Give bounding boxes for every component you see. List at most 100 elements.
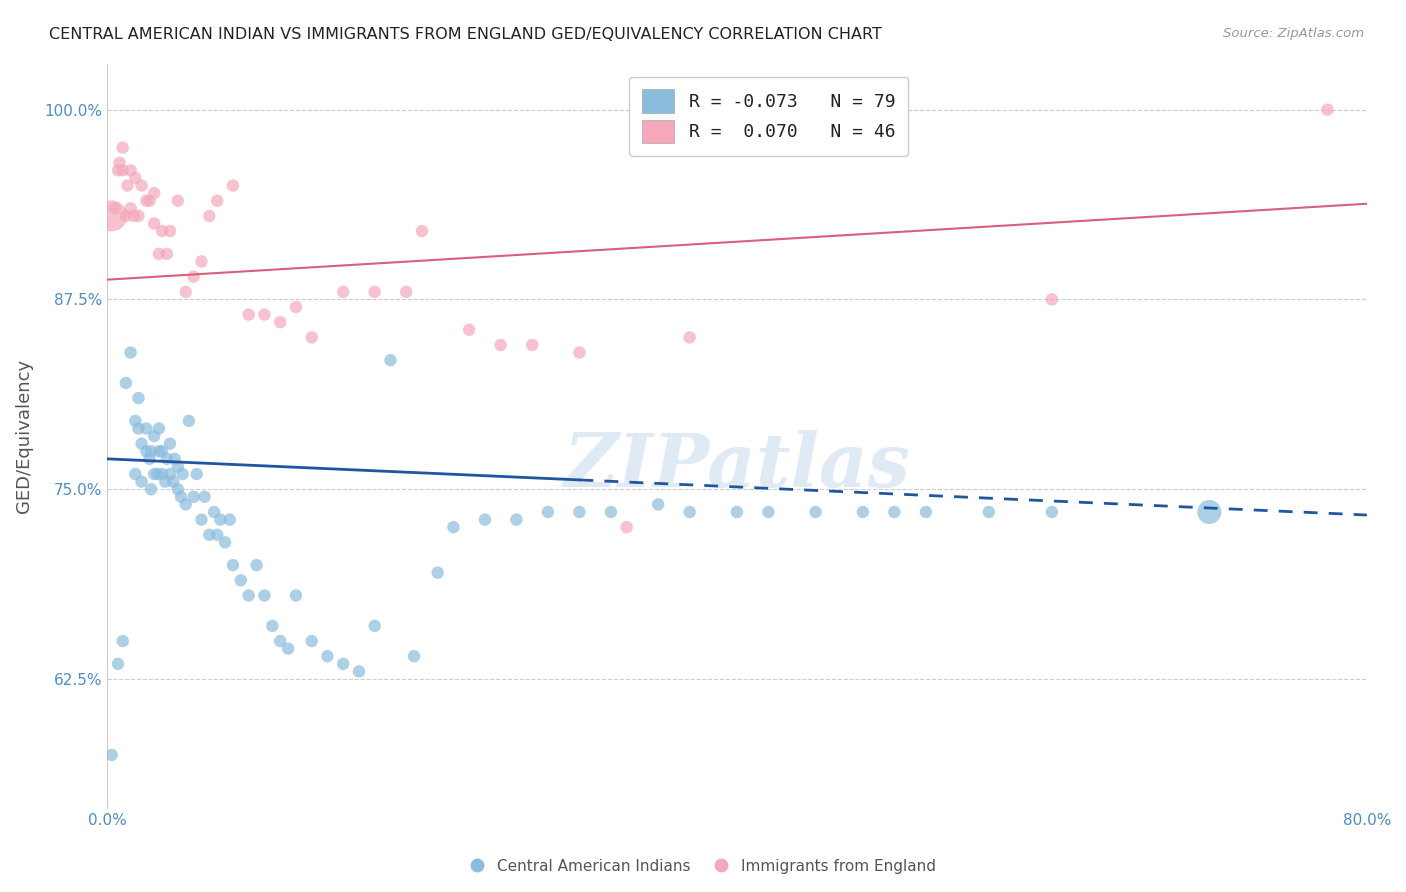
Point bbox=[104, 202, 127, 216]
Point bbox=[120, 202, 142, 216]
Point bbox=[120, 345, 142, 359]
Point bbox=[198, 209, 221, 223]
Y-axis label: GED/Equivalency: GED/Equivalency bbox=[15, 359, 32, 513]
Point bbox=[131, 436, 153, 450]
Text: Source: ZipAtlas.com: Source: ZipAtlas.com bbox=[1223, 27, 1364, 40]
Point bbox=[205, 194, 228, 208]
Point bbox=[166, 194, 188, 208]
Point bbox=[111, 163, 134, 178]
Point bbox=[117, 178, 139, 193]
Text: CENTRAL AMERICAN INDIAN VS IMMIGRANTS FROM ENGLAND GED/EQUIVALENCY CORRELATION C: CENTRAL AMERICAN INDIAN VS IMMIGRANTS FR… bbox=[49, 27, 882, 42]
Point bbox=[301, 634, 323, 648]
Point bbox=[120, 163, 142, 178]
Point bbox=[131, 178, 153, 193]
Point bbox=[170, 490, 193, 504]
Point bbox=[458, 323, 481, 337]
Point bbox=[363, 285, 385, 299]
Point bbox=[441, 520, 464, 534]
Point bbox=[679, 505, 702, 519]
Point bbox=[183, 490, 205, 504]
Point bbox=[1040, 293, 1063, 307]
Point bbox=[162, 475, 184, 489]
Point bbox=[146, 467, 169, 481]
Point bbox=[205, 528, 228, 542]
Point bbox=[347, 665, 370, 679]
Point bbox=[159, 436, 181, 450]
Point bbox=[148, 421, 170, 435]
Point bbox=[163, 451, 186, 466]
Point bbox=[411, 224, 433, 238]
Point bbox=[135, 444, 157, 458]
Point bbox=[150, 444, 173, 458]
Point bbox=[150, 224, 173, 238]
Point bbox=[253, 589, 276, 603]
Point bbox=[222, 558, 245, 573]
Point bbox=[218, 512, 240, 526]
Point bbox=[174, 285, 197, 299]
Point bbox=[1040, 505, 1063, 519]
Point bbox=[253, 308, 276, 322]
Point bbox=[600, 505, 623, 519]
Point bbox=[284, 589, 307, 603]
Point bbox=[363, 619, 385, 633]
Point bbox=[852, 505, 875, 519]
Point bbox=[148, 444, 170, 458]
Point bbox=[172, 467, 194, 481]
Point bbox=[131, 475, 153, 489]
Point bbox=[124, 414, 146, 428]
Point bbox=[238, 308, 260, 322]
Point bbox=[124, 467, 146, 481]
Point bbox=[568, 505, 591, 519]
Point bbox=[426, 566, 449, 580]
Point bbox=[127, 209, 149, 223]
Point bbox=[395, 285, 418, 299]
Point bbox=[143, 429, 166, 443]
Point bbox=[127, 391, 149, 405]
Point bbox=[489, 338, 512, 352]
Point bbox=[725, 505, 748, 519]
Point bbox=[269, 634, 291, 648]
Point bbox=[245, 558, 267, 573]
Point bbox=[616, 520, 638, 534]
Point bbox=[107, 657, 129, 671]
Point bbox=[238, 589, 260, 603]
Point bbox=[915, 505, 938, 519]
Point bbox=[115, 209, 138, 223]
Point bbox=[127, 421, 149, 435]
Point bbox=[262, 619, 284, 633]
Point bbox=[269, 315, 291, 329]
Text: ZIPatlas: ZIPatlas bbox=[564, 430, 910, 502]
Point bbox=[277, 641, 299, 656]
Point bbox=[332, 285, 354, 299]
Point bbox=[505, 512, 527, 526]
Point bbox=[155, 475, 177, 489]
Point bbox=[150, 467, 173, 481]
Legend: R = -0.073   N = 79, R =  0.070   N = 46: R = -0.073 N = 79, R = 0.070 N = 46 bbox=[628, 77, 908, 156]
Point bbox=[135, 194, 157, 208]
Point bbox=[156, 451, 179, 466]
Point bbox=[229, 574, 252, 588]
Point bbox=[1198, 505, 1220, 519]
Point bbox=[122, 209, 145, 223]
Point bbox=[284, 300, 307, 314]
Point bbox=[194, 490, 217, 504]
Point bbox=[568, 345, 591, 359]
Point bbox=[111, 634, 134, 648]
Point bbox=[166, 459, 188, 474]
Point bbox=[474, 512, 496, 526]
Point bbox=[883, 505, 905, 519]
Point bbox=[166, 482, 188, 496]
Point bbox=[174, 497, 197, 511]
Point bbox=[107, 163, 129, 178]
Point bbox=[214, 535, 236, 549]
Point bbox=[402, 649, 425, 664]
Point bbox=[159, 467, 181, 481]
Point bbox=[198, 528, 221, 542]
Point bbox=[135, 421, 157, 435]
Point bbox=[115, 376, 138, 390]
Point bbox=[316, 649, 339, 664]
Point bbox=[159, 224, 181, 238]
Point bbox=[977, 505, 1000, 519]
Point bbox=[804, 505, 827, 519]
Point bbox=[111, 140, 134, 154]
